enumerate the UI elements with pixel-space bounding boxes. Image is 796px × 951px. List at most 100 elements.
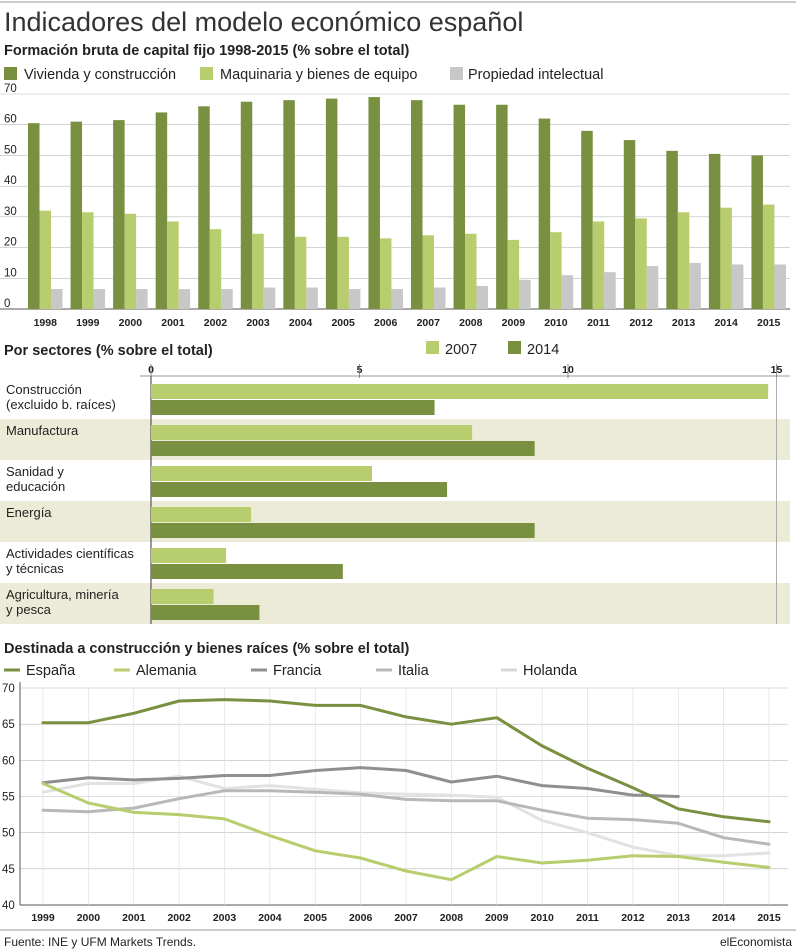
legend-label-maquinaria: Maquinaria y bienes de equipo xyxy=(220,67,418,83)
y-tick-label: 40 xyxy=(2,900,15,912)
bar-2-2010 xyxy=(561,275,574,309)
bar-2-2012 xyxy=(646,266,659,309)
hbar-2007-5 xyxy=(151,589,214,604)
bar-1-2008 xyxy=(465,233,477,309)
bar-2-2006 xyxy=(391,289,403,309)
chart1-legend: Vivienda y construcción Maquinaria y bie… xyxy=(4,67,603,83)
category-label: educación xyxy=(6,479,65,494)
chart2-plot: 051015Construcción(excluido b. raíces)Ma… xyxy=(0,364,790,624)
bar-2-2007 xyxy=(434,287,446,309)
x-tick-label: 2000 xyxy=(77,912,101,924)
bar-0-2009 xyxy=(496,104,508,309)
x-tick-label: 2008 xyxy=(440,912,464,924)
x-tick-label: 2009 xyxy=(485,912,509,924)
bar-1-2006 xyxy=(379,238,392,309)
legend-label-alemania: Alemania xyxy=(136,663,197,679)
bar-2-2003 xyxy=(263,287,276,309)
bar-1-2015 xyxy=(762,204,775,309)
x-tick-label: 2009 xyxy=(502,317,526,329)
bar-0-2002 xyxy=(198,106,210,310)
y-tick-label: 50 xyxy=(4,144,17,156)
row-band xyxy=(0,583,790,624)
category-label: Manufactura xyxy=(6,423,79,438)
legend-label-holanda: Holanda xyxy=(523,663,578,679)
bar-2-2009 xyxy=(519,279,531,309)
x-tick-label: 2002 xyxy=(167,912,191,924)
chart1-title: Formación bruta de capital fijo 1998-201… xyxy=(4,43,409,59)
hbar-2007-4 xyxy=(151,548,227,563)
legend-swatch-2014 xyxy=(508,341,521,354)
x-tick-label: 2015 xyxy=(757,317,781,329)
y-tick-label: 20 xyxy=(4,237,17,249)
x-tick-label: 2012 xyxy=(621,912,645,924)
hbar-2007-3 xyxy=(151,507,252,522)
x-tick-label: 2013 xyxy=(667,912,691,924)
y-tick-label: 10 xyxy=(4,267,17,279)
x-tick-label: 2003 xyxy=(246,317,270,329)
bar-2-2011 xyxy=(604,272,616,309)
legend-swatch-propiedad xyxy=(450,67,463,80)
bar-0-2005 xyxy=(325,98,338,309)
bar-2-1998 xyxy=(51,289,63,309)
bar-0-2001 xyxy=(155,112,168,309)
x-tick-label: 2005 xyxy=(331,317,355,329)
y-tick-label: 70 xyxy=(2,683,15,695)
hbar-2014-5 xyxy=(151,605,260,620)
x-tick-label: 2014 xyxy=(712,912,736,924)
bar-1-2002 xyxy=(209,229,222,309)
bar-2-2005 xyxy=(348,289,361,309)
category-label: Actividades científicas xyxy=(6,546,134,561)
x-tick-label: 2004 xyxy=(289,317,313,329)
x-tick-label: 2006 xyxy=(374,317,398,329)
bar-2-2013 xyxy=(689,262,701,309)
bar-1-2004 xyxy=(294,236,307,309)
legend-label-vivienda: Vivienda y construcción xyxy=(24,67,176,83)
x-tick-label: 1999 xyxy=(76,317,100,329)
hbar-2007-1 xyxy=(151,425,473,440)
bar-0-2015 xyxy=(751,155,763,309)
bar-2-2004 xyxy=(306,287,318,309)
bar-1-2001 xyxy=(167,221,179,309)
hbar-2014-1 xyxy=(151,441,535,456)
category-label: Agricultura, minería xyxy=(6,587,119,602)
x-tick-label: 2013 xyxy=(672,317,696,329)
bar-1-2014 xyxy=(720,207,732,309)
chart2-legend: 2007 2014 xyxy=(426,341,559,358)
series-line-Francia xyxy=(41,766,680,798)
bar-0-2003 xyxy=(240,101,253,309)
bar-0-2008 xyxy=(453,104,466,309)
legend-label-propiedad: Propiedad intelectual xyxy=(468,67,603,83)
x-tick-label: 2007 xyxy=(394,912,418,924)
x-tick-label: 2002 xyxy=(204,317,228,329)
legend-label-2014: 2014 xyxy=(527,342,559,358)
y-tick-label: 40 xyxy=(4,175,17,187)
x-tick-label: 2014 xyxy=(714,317,738,329)
legend-swatch-2007 xyxy=(426,341,439,354)
x-tick-label: 2015 xyxy=(757,912,781,924)
x-tick-label: 1999 xyxy=(31,912,55,924)
y-tick-label: 70 xyxy=(4,83,17,95)
bar-0-2014 xyxy=(708,153,721,309)
bar-2-2002 xyxy=(221,289,233,309)
bar-1-2013 xyxy=(677,212,690,309)
source-note: Fuente: INE y UFM Markets Trends. xyxy=(4,935,196,949)
bar-1-2009 xyxy=(507,239,520,309)
x-tick-label: 2010 xyxy=(530,912,554,924)
y-tick-label: 30 xyxy=(4,206,17,218)
hbar-2014-2 xyxy=(151,482,448,497)
x-tick-label: 2000 xyxy=(119,317,143,329)
bar-0-2012 xyxy=(623,140,636,309)
bar-2-1999 xyxy=(93,289,106,309)
legend-swatch-vivienda xyxy=(4,67,17,80)
series-line-Alemania xyxy=(41,782,771,882)
series-line-España xyxy=(41,698,771,824)
x-tick-label: 1998 xyxy=(34,317,58,329)
bar-2-2015 xyxy=(774,264,786,309)
chart3-plot: 40 45 50 55 60 65 70 1999 2000 2001 2002 2003 2004 20… xyxy=(2,682,788,924)
bar-1-2007 xyxy=(422,235,434,309)
hbar-2014-3 xyxy=(151,523,535,538)
chart2-title: Por sectores (% sobre el total) xyxy=(4,343,213,359)
chart1-plot: 0 10 20 30 40 50 60 70 1998 1999 2000 2001 2002 2003 2… xyxy=(0,83,790,329)
